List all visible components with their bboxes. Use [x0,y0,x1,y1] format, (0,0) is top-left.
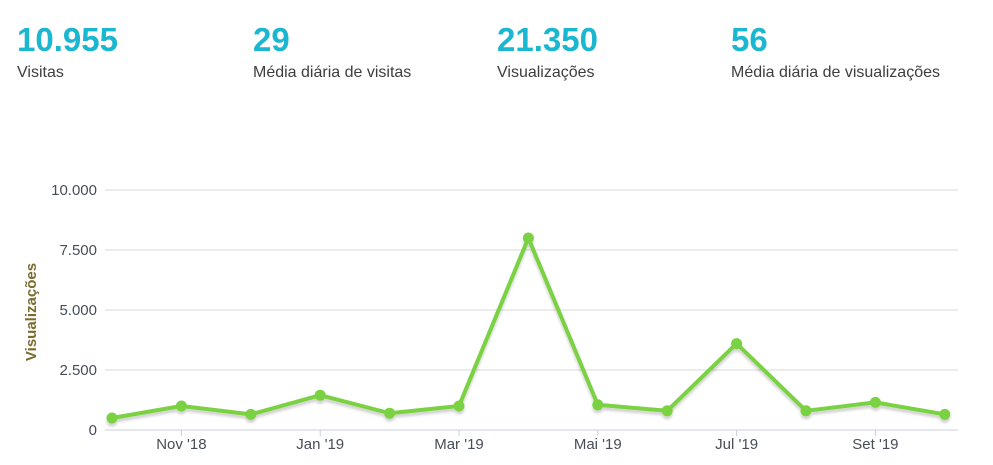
kpi-daily-avg-pageviews-value: 56 [731,21,768,58]
y-tick-label: 2.500 [59,362,97,379]
data-point[interactable] [522,232,534,244]
chart-series [106,232,951,424]
data-point[interactable] [453,400,465,412]
chart-axes [105,429,958,436]
kpi-daily-avg-visits-label: Média diária de visitas [253,64,412,81]
kpi-daily-avg-pageviews-label: Média diária de visualizações [731,64,940,81]
chart-gridlines [105,189,958,371]
kpi-visits-value: 10.955 [17,21,118,58]
series-line-visualizacoes [110,236,947,420]
chart-labels: 0 2.500 5.000 7.500 10.000 Nov '18 Jan '19 Mar … [23,182,899,453]
y-tick-label: 7.500 [59,242,97,259]
data-point[interactable] [384,407,396,419]
data-point[interactable] [592,399,604,411]
x-tick-label: Jan '19 [296,436,344,453]
y-tick-label: 10.000 [51,182,97,199]
kpi-pageviews-value: 21.350 [497,21,598,58]
data-point[interactable] [106,412,118,424]
x-tick-label: Set '19 [852,436,898,453]
data-point[interactable] [939,408,951,420]
data-point[interactable] [175,400,187,412]
kpi-pageviews: 21.350 Visualizações [497,22,598,82]
x-tick-label: Mai '19 [574,436,622,453]
data-point[interactable] [314,389,326,401]
y-tick-label: 0 [89,422,97,439]
y-tick-label: 5.000 [59,302,97,319]
y-axis-title: Visualizações [23,263,40,361]
kpi-daily-avg-visits: 29 Média diária de visitas [253,22,411,82]
kpi-visits-label: Visitas [17,64,64,81]
data-point[interactable] [800,405,812,417]
kpi-pageviews-label: Visualizações [497,64,595,81]
kpi-visits: 10.955 Visitas [17,22,118,82]
x-tick-label: Nov '18 [156,436,206,453]
kpi-summary-row: 10.955 Visitas 29 Média diária de visita… [0,0,993,100]
data-point[interactable] [731,338,743,350]
x-tick-label: Jul '19 [715,436,758,453]
data-point[interactable] [869,396,881,408]
data-point[interactable] [245,408,257,420]
kpi-daily-avg-visits-value: 29 [253,21,290,58]
data-point[interactable] [661,405,673,417]
kpi-daily-avg-pageviews: 56 Média diária de visualizações [731,22,940,82]
x-tick-label: Mar '19 [434,436,484,453]
